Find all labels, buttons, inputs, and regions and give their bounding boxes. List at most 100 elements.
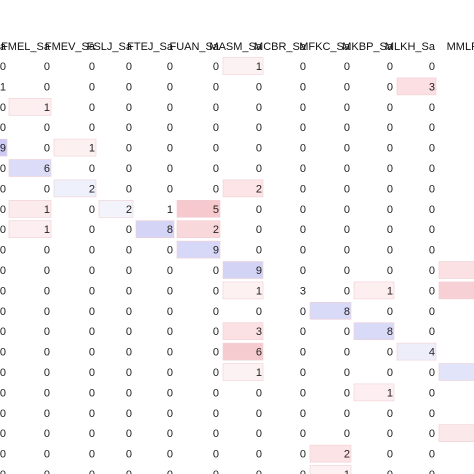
cell-value: 0 xyxy=(126,285,132,297)
cell-value: 0 xyxy=(44,61,50,73)
heatmap-cell xyxy=(438,363,474,381)
cell-value: 0 xyxy=(300,143,306,155)
cell-value: 0 xyxy=(167,408,173,420)
cell-value: 0 xyxy=(344,347,350,359)
cell-value: 0 xyxy=(0,265,6,277)
heatmap-cell xyxy=(396,342,437,361)
cell-value: 0 xyxy=(89,265,95,277)
cell-value: 0 xyxy=(89,367,95,379)
column-header: MFKC_Sa xyxy=(299,41,351,53)
cell-value: 0 xyxy=(300,408,306,420)
cell-value: 0 xyxy=(0,122,6,134)
column-header: FSLJ_Sa xyxy=(87,41,133,53)
heatmap-cell xyxy=(222,179,264,198)
cell-value: 0 xyxy=(0,408,6,420)
cell-value: 0 xyxy=(387,367,393,379)
cell-value: 0 xyxy=(0,224,6,236)
heatmap-cell xyxy=(438,424,474,443)
cell-value: 0 xyxy=(89,428,95,440)
cell-value: 0 xyxy=(126,102,132,114)
cell-value: 0 xyxy=(167,367,173,379)
cell-value: 0 xyxy=(300,102,306,114)
cell-value: 0 xyxy=(126,449,132,461)
cell-value: 0 xyxy=(89,408,95,420)
cell-value: 0 xyxy=(429,265,435,277)
cell-value: 0 xyxy=(126,81,132,93)
cell-value: 0 xyxy=(126,122,132,134)
cell-value: 0 xyxy=(429,122,435,134)
cell-value: 0 xyxy=(387,428,393,440)
cell-value: 0 xyxy=(344,102,350,114)
cell-value: 0 xyxy=(213,81,219,93)
cell-value: 0 xyxy=(256,408,262,420)
cell-value: 0 xyxy=(89,326,95,338)
cell-value: 3 xyxy=(256,326,262,338)
cell-value: 0 xyxy=(300,469,306,474)
cell-value: 0 xyxy=(89,163,95,175)
cell-value: 0 xyxy=(44,143,50,155)
cell-value: 0 xyxy=(213,102,219,114)
heatmap-cell xyxy=(98,200,134,218)
cell-value: 0 xyxy=(300,265,306,277)
cell-value: 0 xyxy=(89,61,95,73)
cell-value: 0 xyxy=(126,245,132,257)
cell-value: 0 xyxy=(300,387,306,399)
cell-value: 0 xyxy=(429,408,435,420)
cell-value: 0 xyxy=(429,245,435,257)
cell-value: 2 xyxy=(89,183,95,195)
cell-value: 0 xyxy=(167,387,173,399)
cell-value: 0 xyxy=(300,449,306,461)
cell-value: 0 xyxy=(429,449,435,461)
cell-value: 0 xyxy=(213,183,219,195)
cell-value: 0 xyxy=(300,367,306,379)
cell-value: 1 xyxy=(89,143,95,155)
cell-value: 0 xyxy=(300,306,306,318)
cell-value: 0 xyxy=(213,306,219,318)
cell-value: 0 xyxy=(0,245,6,257)
cell-value: 0 xyxy=(387,61,393,73)
cell-value: 0 xyxy=(0,183,6,195)
cell-value: 0 xyxy=(344,81,350,93)
cell-value: 1 xyxy=(256,367,262,379)
cell-value: 0 xyxy=(44,122,50,134)
cell-value: 0 xyxy=(213,163,219,175)
heatmap-cell xyxy=(8,159,52,177)
cell-value: 0 xyxy=(300,245,306,257)
cell-value: 0 xyxy=(167,285,173,297)
cell-value: 0 xyxy=(213,122,219,134)
cell-value: 0 xyxy=(167,245,173,257)
cell-value: 0 xyxy=(344,428,350,440)
cell-value: 8 xyxy=(344,306,350,318)
cell-value: 0 xyxy=(126,408,132,420)
cell-value: 0 xyxy=(344,143,350,155)
cell-value: 0 xyxy=(126,265,132,277)
cell-value: 0 xyxy=(0,285,6,297)
cell-value: 0 xyxy=(89,122,95,134)
cell-value: 0 xyxy=(256,102,262,114)
cell-value: 0 xyxy=(387,102,393,114)
cell-value: 0 xyxy=(167,469,173,474)
cell-value: 0 xyxy=(0,347,6,359)
cell-value: 0 xyxy=(300,224,306,236)
cell-value: 0 xyxy=(300,204,306,216)
heatmap-cell xyxy=(0,138,8,157)
cell-value: 0 xyxy=(167,102,173,114)
cell-value: 0 xyxy=(167,163,173,175)
cell-value: 0 xyxy=(256,428,262,440)
cell-value: 2 xyxy=(126,204,132,216)
cell-value: 0 xyxy=(0,469,6,474)
cell-value: 6 xyxy=(256,347,262,359)
cell-value: 0 xyxy=(0,387,6,399)
cell-value: 1 xyxy=(387,285,393,297)
cell-value: 0 xyxy=(300,122,306,134)
cell-value: 1 xyxy=(256,61,262,73)
cell-value: 1 xyxy=(44,102,50,114)
cell-value: 2 xyxy=(213,224,219,236)
cell-value: 0 xyxy=(44,81,50,93)
heatmap-cell xyxy=(222,322,264,341)
cell-value: 0 xyxy=(344,122,350,134)
cell-value: 0 xyxy=(344,245,350,257)
heatmap-cell xyxy=(309,301,352,320)
cell-value: 0 xyxy=(126,347,132,359)
